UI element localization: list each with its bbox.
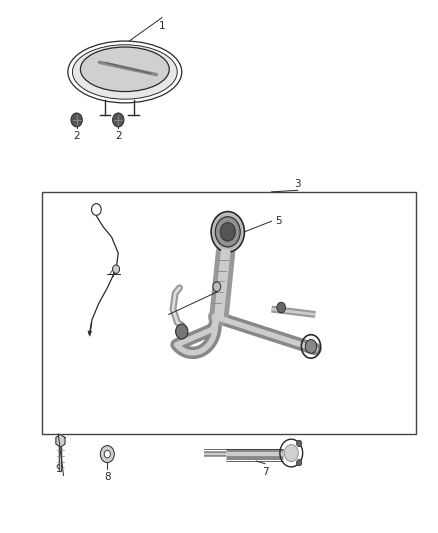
Text: 8: 8	[104, 472, 111, 482]
Circle shape	[176, 324, 188, 339]
Circle shape	[71, 113, 82, 127]
Bar	[42, 192, 416, 434]
Text: 2: 2	[73, 131, 80, 141]
Polygon shape	[56, 434, 65, 447]
Circle shape	[211, 212, 244, 252]
Circle shape	[297, 459, 302, 466]
Text: 7: 7	[261, 467, 268, 477]
Circle shape	[113, 113, 124, 127]
Circle shape	[215, 217, 240, 247]
Circle shape	[213, 282, 221, 292]
Text: 6: 6	[213, 294, 220, 303]
Circle shape	[220, 223, 235, 241]
Circle shape	[277, 302, 286, 313]
Ellipse shape	[72, 45, 177, 99]
Text: 1: 1	[159, 21, 166, 30]
Circle shape	[297, 440, 302, 447]
Circle shape	[284, 445, 298, 462]
Text: 4: 4	[108, 270, 115, 279]
Ellipse shape	[81, 47, 169, 92]
Circle shape	[104, 450, 110, 458]
Circle shape	[305, 340, 317, 353]
Text: 3: 3	[294, 179, 301, 189]
Text: 9: 9	[56, 464, 63, 474]
Text: 5: 5	[275, 216, 282, 226]
Circle shape	[113, 265, 120, 273]
Circle shape	[100, 446, 114, 463]
Text: 2: 2	[115, 131, 122, 141]
